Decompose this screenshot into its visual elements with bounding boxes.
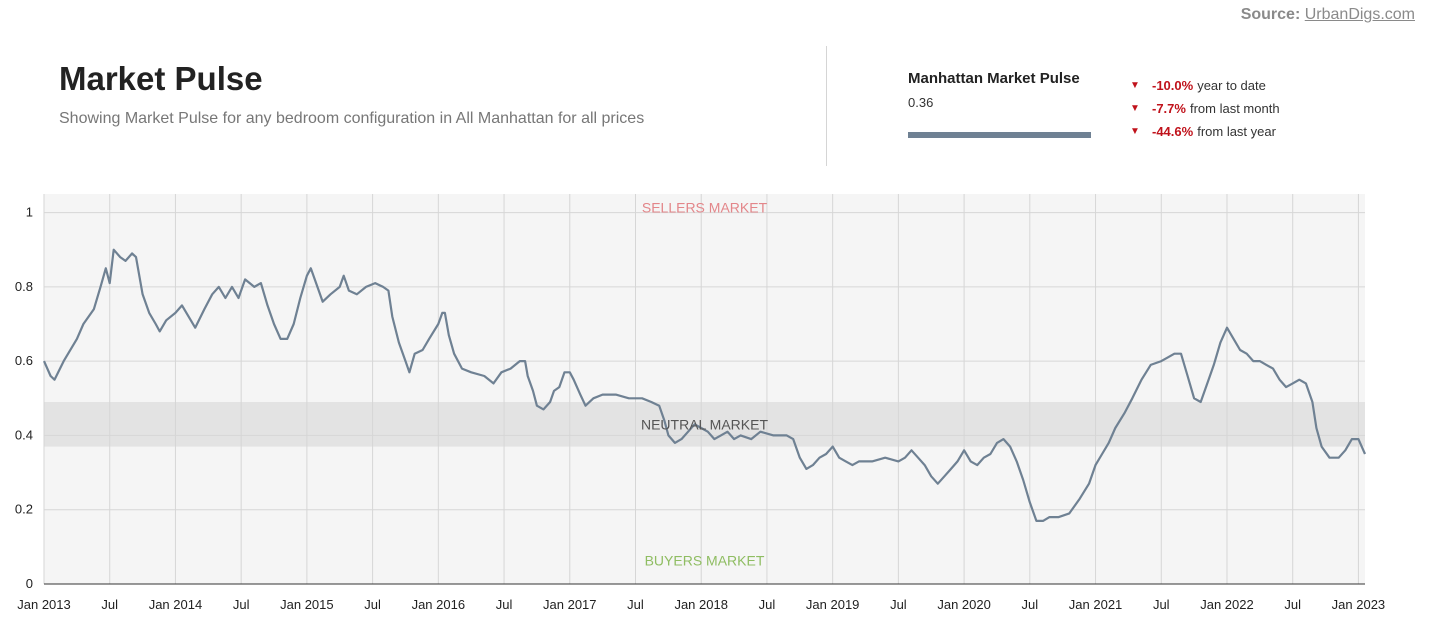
header-divider (826, 46, 827, 166)
change-pct: -10.0% (1152, 78, 1194, 93)
change-label: year to date (1197, 78, 1266, 93)
x-tick-label: Jan 2019 (806, 597, 860, 612)
summary-pulse-bar (908, 132, 1091, 138)
y-tick-label: 1 (26, 205, 33, 220)
triangle-down-icon: ▼ (1130, 80, 1140, 91)
summary-value: 0.36 (908, 95, 934, 110)
buyers-market-label: BUYERS MARKET (645, 552, 765, 568)
x-tick-label: Jul (364, 597, 381, 612)
page-subtitle: Showing Market Pulse for any bedroom con… (59, 110, 645, 127)
x-tick-label: Jul (1153, 597, 1170, 612)
x-tick-label: Jan 2018 (674, 597, 728, 612)
change-row-year: ▼ -44.6% from last year (1130, 120, 1280, 143)
change-label: from last month (1189, 101, 1280, 116)
x-tick-label: Jul (233, 597, 250, 612)
y-tick-label: 0.6 (15, 353, 33, 368)
triangle-down-icon: ▼ (1130, 126, 1140, 137)
y-tick-label: 0.8 (15, 279, 33, 294)
x-tick-label: Jan 2015 (280, 597, 334, 612)
summary-pulse-bar-fill (908, 132, 1091, 138)
x-tick-label: Jan 2021 (1069, 597, 1123, 612)
x-tick-label: Jan 2022 (1200, 597, 1254, 612)
neutral-band (44, 402, 1365, 447)
change-row-month: ▼ -7.7% from last month (1130, 97, 1280, 120)
change-row-ytd: ▼ -10.0% year to date (1130, 74, 1280, 97)
x-tick-label: Jul (627, 597, 644, 612)
y-tick-label: 0 (26, 576, 33, 591)
x-tick-label: Jan 2016 (412, 597, 466, 612)
triangle-down-icon: ▼ (1130, 103, 1140, 114)
summary-changes: ▼ -10.0% year to date ▼ -7.7% from last … (1130, 74, 1280, 143)
plot-background (44, 194, 1365, 584)
source-label: Source: (1240, 6, 1301, 23)
change-label: from last year (1197, 124, 1276, 139)
x-tick-label: Jul (101, 597, 118, 612)
y-tick-label: 0.2 (15, 502, 33, 517)
market-pulse-line (42, 248, 1367, 522)
market-pulse-chart: 0 0.2 0.4 0.6 0.8 1 Jan 2013 Jul Jan 2014 Jul Jan … (15, 194, 1386, 612)
x-tick-label: Jan 2023 (1332, 597, 1386, 612)
x-tick-label: Jan 2014 (149, 597, 203, 612)
x-tick-label: Jan 2020 (937, 597, 991, 612)
x-tick-label: Jan 2017 (543, 597, 597, 612)
summary-title: Manhattan Market Pulse (908, 70, 1080, 87)
x-tick-label: Jul (1022, 597, 1039, 612)
page-title: Market Pulse (59, 60, 263, 97)
x-tick-label: Jul (759, 597, 776, 612)
y-tick-label: 0.4 (15, 427, 33, 442)
change-pct: -44.6% (1152, 124, 1194, 139)
x-tick-label: Jul (1284, 597, 1301, 612)
x-tick-label: Jan 2013 (17, 597, 71, 612)
source-credit: Source: UrbanDigs.com (1241, 6, 1415, 24)
change-pct: -7.7% (1152, 101, 1186, 116)
neutral-market-label: NEUTRAL MARKET (641, 416, 769, 432)
x-tick-label: Jul (890, 597, 907, 612)
x-tick-label: Jul (496, 597, 513, 612)
source-link[interactable]: UrbanDigs.com (1304, 6, 1415, 23)
sellers-market-label: SELLERS MARKET (642, 200, 768, 216)
